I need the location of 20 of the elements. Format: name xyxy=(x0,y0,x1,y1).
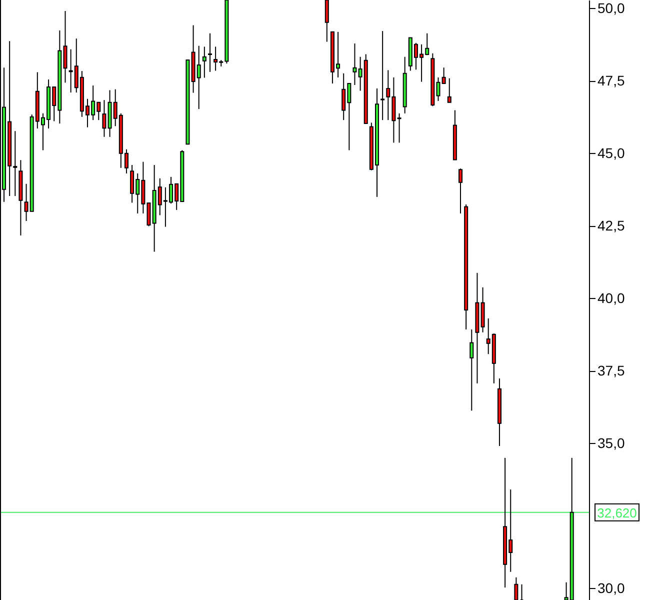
candlestick xyxy=(208,32,212,72)
y-tick-label: 50,0 xyxy=(598,0,625,16)
candlestick xyxy=(458,168,463,214)
y-tick-label: 42,5 xyxy=(598,217,625,234)
candlestick xyxy=(514,576,518,600)
y-tick-label: 47,5 xyxy=(598,72,625,88)
candlestick xyxy=(470,328,474,412)
candlestick xyxy=(352,43,357,86)
candlestick xyxy=(380,30,385,121)
candlestick xyxy=(447,78,452,103)
y-tick-label: 30,0 xyxy=(598,580,625,596)
candlestick xyxy=(202,46,206,78)
y-tick-label: 45,0 xyxy=(598,144,625,161)
y-tick-label: 35,0 xyxy=(598,434,625,451)
candlestick xyxy=(397,112,402,144)
candlestick xyxy=(102,100,106,138)
y-tick-label: 37,5 xyxy=(598,362,625,378)
y-tick-label: 40,0 xyxy=(598,290,625,306)
candlestick xyxy=(324,0,329,42)
candlestick xyxy=(442,67,446,84)
